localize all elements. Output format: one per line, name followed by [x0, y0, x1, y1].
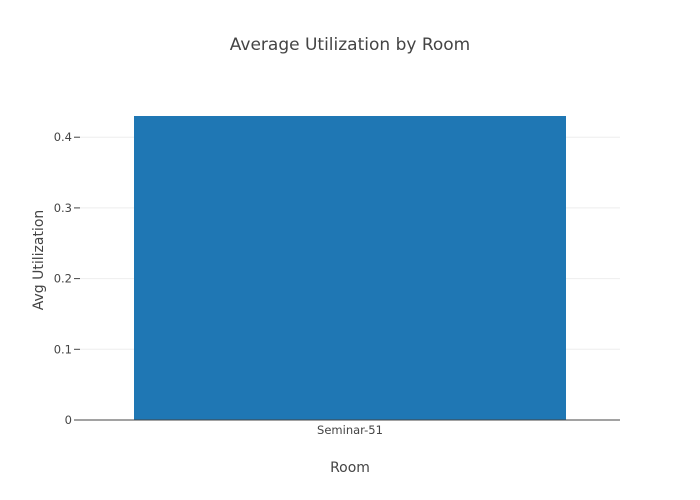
y-tick-labels: 0 0.1 0.2 0.3 0.4	[54, 130, 72, 427]
x-axis-title: Room	[330, 460, 370, 476]
x-tick-labels: Seminar-51	[317, 423, 383, 437]
y-tick-label: 0.4	[54, 130, 72, 144]
bars	[134, 116, 566, 420]
chart-title: Average Utilization by Room	[230, 35, 470, 55]
y-tick-label: 0.1	[54, 342, 72, 356]
y-axis-title: Avg Utilization	[31, 210, 47, 311]
y-tick-label: 0	[65, 413, 72, 427]
y-tick-label: 0.3	[54, 201, 72, 215]
y-tick-label: 0.2	[54, 272, 72, 286]
x-tick-label: Seminar-51	[317, 423, 383, 437]
axes	[74, 136, 620, 421]
bar	[134, 116, 566, 420]
